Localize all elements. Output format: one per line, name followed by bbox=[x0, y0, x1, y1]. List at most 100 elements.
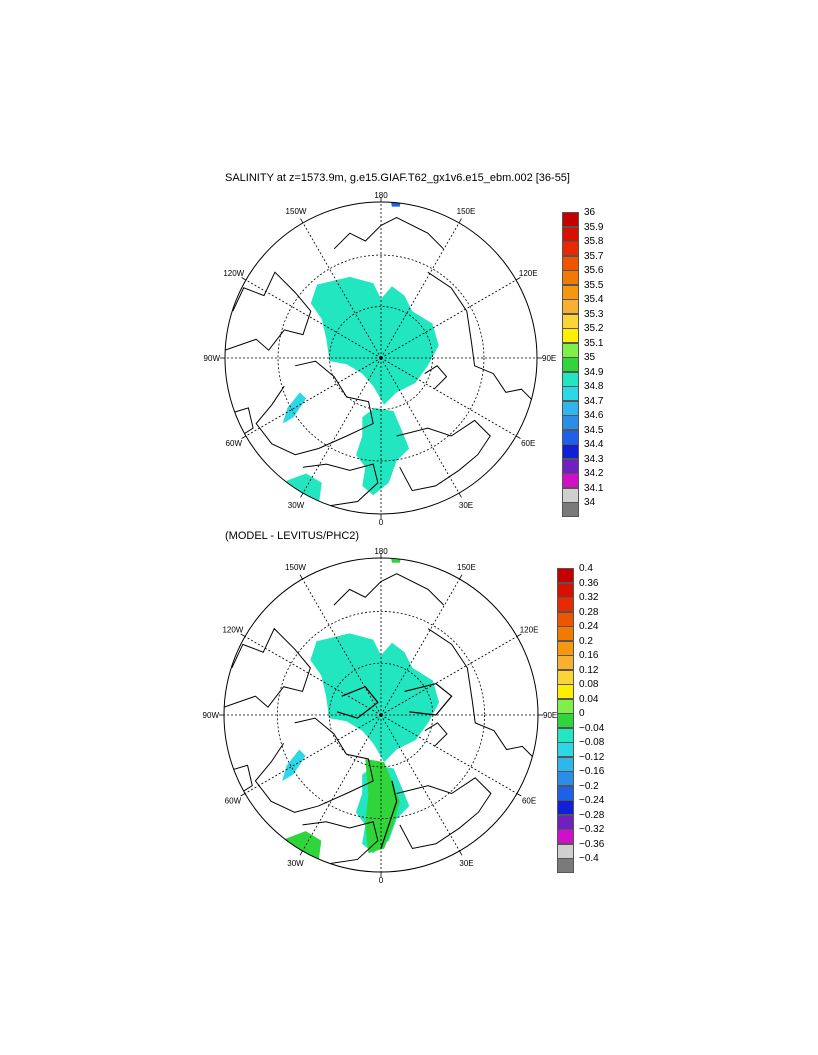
difference-colorbar-tick-label: −0.16 bbox=[579, 766, 605, 777]
difference-colorbar-tick-label: 0.36 bbox=[579, 577, 599, 589]
salinity-colorbar-tick-label: 34.5 bbox=[584, 424, 604, 436]
salinity-colorbar-tick-label: 35.2 bbox=[584, 323, 604, 334]
meridian-tick bbox=[458, 492, 462, 498]
nordic-seas-diff-fill bbox=[365, 758, 400, 854]
difference-colorbar-swatch bbox=[557, 611, 574, 627]
difference-colorbar-swatch bbox=[557, 582, 574, 598]
longitude-label: 150E bbox=[457, 563, 476, 572]
longitude-label: 90E bbox=[542, 354, 556, 363]
salinity-colorbar-swatch bbox=[562, 502, 579, 517]
salinity-colorbar-tick-label: 35.5 bbox=[584, 279, 604, 291]
salinity-colorbar-tick-label: 34.3 bbox=[584, 453, 604, 465]
meridian-tick bbox=[300, 492, 304, 498]
difference-title: (MODEL - LEVITUS/PHC2) bbox=[225, 530, 360, 542]
difference-colorbar-swatch bbox=[557, 800, 574, 815]
longitude-label: 0 bbox=[379, 876, 384, 885]
salinity-polar-map: 180 150E 120E 90E 60E 30E 0 30W 60W 90W 120W 150W bbox=[204, 191, 557, 527]
difference-colorbar-swatch bbox=[557, 742, 574, 757]
latitude-circle bbox=[276, 610, 486, 820]
longitude-label: 30W bbox=[288, 501, 305, 510]
difference-colorbar-swatch bbox=[557, 843, 574, 859]
difference-colorbar-tick-label: −0.08 bbox=[579, 737, 605, 748]
difference-colorbar-swatch bbox=[557, 814, 574, 830]
coastline bbox=[231, 764, 253, 794]
meridian-tick bbox=[241, 435, 247, 439]
longitude-label: 120E bbox=[520, 626, 539, 635]
meridian-tick bbox=[240, 633, 246, 637]
coastline bbox=[427, 628, 538, 763]
difference-colorbar-tick-label: 0.04 bbox=[579, 693, 599, 705]
longitude-label: 30W bbox=[287, 859, 304, 868]
nordic-seas-fill bbox=[356, 407, 410, 496]
difference-colorbar-tick-label: −0.32 bbox=[579, 824, 605, 835]
difference-colorbar-swatch bbox=[557, 597, 574, 612]
difference-colorbar-tick-label: −0.24 bbox=[579, 795, 605, 806]
meridian-line bbox=[380, 357, 517, 437]
difference-colorbar-swatch bbox=[557, 684, 574, 699]
difference-colorbar-tick-label: 0.28 bbox=[579, 606, 599, 618]
salinity-colorbar-tick-label: 34.1 bbox=[584, 482, 604, 494]
salinity-colorbar-tick-label: 34.6 bbox=[584, 410, 604, 421]
meridian-tick bbox=[516, 633, 522, 637]
coastline bbox=[424, 722, 448, 747]
salinity-colorbar-tick-label: 34 bbox=[584, 497, 596, 508]
difference-colorbar-tick-label: 0 bbox=[579, 708, 585, 719]
salinity-colorbar-tick-label: 34.7 bbox=[584, 395, 604, 407]
longitude-label: 150E bbox=[457, 207, 476, 216]
meridian-line bbox=[380, 279, 517, 359]
salinity-colorbar-tick-label: 35.8 bbox=[584, 236, 604, 247]
meridian-tick bbox=[515, 435, 521, 439]
difference-colorbar-swatch bbox=[557, 771, 574, 786]
coastline bbox=[396, 777, 492, 850]
baffin-bay-fill bbox=[282, 392, 307, 424]
salinity-colorbar-tick-label: 35 bbox=[584, 352, 596, 363]
meridian-tick bbox=[459, 574, 463, 580]
salinity-colorbar-tick-label: 34.4 bbox=[584, 439, 604, 450]
coastline bbox=[427, 271, 537, 406]
longitude-label: 30E bbox=[459, 859, 473, 868]
meridian-tick bbox=[516, 793, 522, 797]
meridian-line bbox=[380, 222, 460, 359]
coastline bbox=[302, 821, 379, 865]
longitude-label: 90E bbox=[543, 711, 557, 720]
zero-contour bbox=[380, 780, 398, 849]
difference-colorbar-swatch bbox=[557, 756, 574, 772]
difference-colorbar-swatch bbox=[557, 785, 574, 801]
meridian-line bbox=[245, 279, 382, 359]
salinity-colorbar-tick-label: 34.8 bbox=[584, 381, 604, 392]
coastline bbox=[254, 717, 374, 813]
map-border bbox=[223, 557, 539, 873]
longitude-label: 150W bbox=[286, 207, 307, 216]
salinity-colorbar-tick-label: 35.1 bbox=[584, 337, 604, 349]
difference-colorbar-swatch bbox=[557, 713, 574, 728]
difference-colorbar-swatch bbox=[557, 626, 574, 641]
longitude-label: 60E bbox=[521, 439, 535, 448]
difference-colorbar-swatch bbox=[557, 698, 574, 714]
coastline bbox=[302, 463, 379, 507]
coastline bbox=[224, 627, 311, 708]
difference-colorbar-swatch bbox=[557, 655, 574, 670]
difference-colorbar-tick-label: −0.36 bbox=[579, 838, 605, 850]
latitude-circle bbox=[329, 306, 433, 410]
longitude-label: 90W bbox=[203, 711, 220, 720]
coastline bbox=[396, 419, 491, 492]
difference-colorbar-tick-label: 0.32 bbox=[579, 592, 599, 603]
meridian-line bbox=[302, 357, 382, 494]
difference-colorbar-tick-label: 0.2 bbox=[579, 635, 593, 647]
difference-colorbar-tick-label: 0.4 bbox=[579, 563, 593, 574]
salinity-colorbar-tick-label: 34.9 bbox=[584, 366, 604, 378]
difference-colorbar-swatch bbox=[557, 727, 574, 743]
meridian-tick bbox=[240, 793, 246, 797]
longitude-label: 30E bbox=[459, 501, 473, 510]
salinity-colorbar-tick-label: 35.7 bbox=[584, 250, 604, 262]
salinity-colorbar-tick-label: 34.2 bbox=[584, 468, 604, 479]
coastline bbox=[255, 360, 374, 456]
map-border bbox=[224, 201, 538, 515]
longitude-label: 150W bbox=[285, 563, 306, 572]
meridian-tick bbox=[241, 277, 247, 281]
longitude-label: 120W bbox=[223, 269, 244, 278]
meridian-line bbox=[302, 222, 382, 359]
coastline bbox=[424, 365, 448, 390]
meridian-tick bbox=[459, 850, 463, 856]
meridian-tick bbox=[458, 218, 462, 224]
